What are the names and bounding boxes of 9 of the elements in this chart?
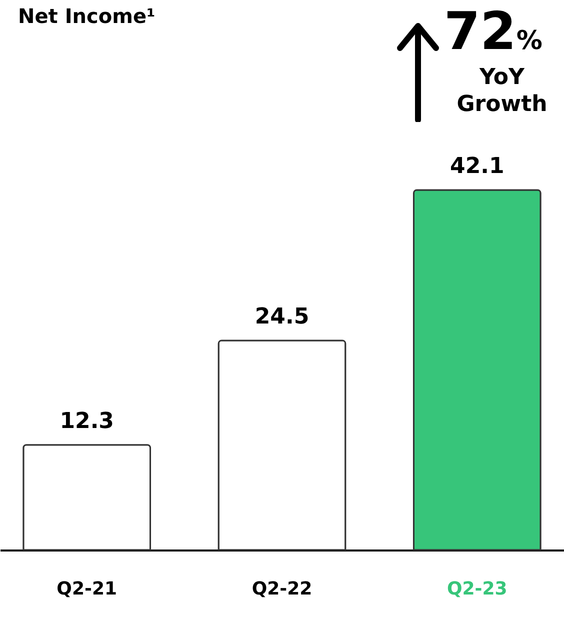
x-tick-label: Q2-22	[252, 578, 312, 600]
data-label: 42.1	[450, 154, 504, 179]
data-label: 12.3	[60, 408, 114, 434]
text: YoY Growth	[456, 64, 548, 118]
x-tick-label: Q2-21	[56, 578, 118, 600]
text: 72%	[444, 2, 542, 62]
chart-title: Net Income¹	[18, 4, 156, 28]
data-label: 24.5	[254, 304, 310, 330]
x-tick-label: Q2-23	[446, 578, 508, 600]
